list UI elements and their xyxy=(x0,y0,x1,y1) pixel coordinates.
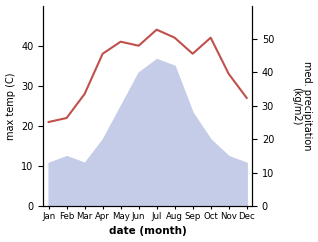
Y-axis label: max temp (C): max temp (C) xyxy=(5,72,16,140)
Y-axis label: med. precipitation
(kg/m2): med. precipitation (kg/m2) xyxy=(291,61,313,151)
X-axis label: date (month): date (month) xyxy=(109,227,187,236)
